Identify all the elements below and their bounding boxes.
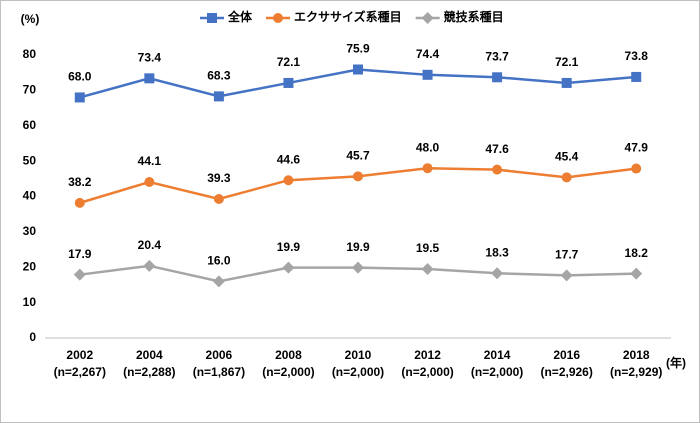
marker bbox=[353, 171, 363, 182]
data-label: 20.4 bbox=[138, 238, 162, 252]
x-sample-size: (n=2,288) bbox=[123, 365, 175, 379]
data-label: 45.7 bbox=[346, 149, 370, 163]
marker bbox=[421, 263, 434, 276]
x-tick-label: 2018 bbox=[623, 348, 650, 362]
marker bbox=[492, 72, 503, 83]
data-label: 44.6 bbox=[277, 152, 301, 166]
legend-label: 全体 bbox=[227, 9, 253, 24]
data-label: 75.9 bbox=[346, 42, 370, 56]
marker bbox=[144, 176, 155, 187]
data-label: 16.0 bbox=[207, 254, 231, 268]
marker bbox=[561, 77, 572, 88]
legend-label: 競技系種目 bbox=[444, 9, 504, 24]
marker bbox=[492, 164, 503, 175]
data-label: 19.9 bbox=[346, 240, 370, 254]
y-tick-label: 40 bbox=[23, 189, 37, 203]
marker bbox=[144, 73, 155, 84]
data-label: 72.1 bbox=[555, 55, 579, 69]
data-label: 38.2 bbox=[68, 175, 92, 189]
y-tick-label: 30 bbox=[23, 224, 37, 238]
x-axis-unit: (年) bbox=[666, 355, 686, 370]
x-tick-label: 2012 bbox=[414, 348, 441, 362]
legend-label: エクササイズ系種目 bbox=[294, 9, 402, 24]
marker bbox=[213, 91, 224, 102]
data-label: 19.9 bbox=[277, 240, 301, 254]
x-tick-label: 2008 bbox=[275, 348, 302, 362]
y-tick-label: 0 bbox=[29, 330, 36, 344]
data-label: 73.7 bbox=[485, 49, 509, 63]
data-label: 17.7 bbox=[555, 248, 579, 262]
data-label: 74.4 bbox=[416, 47, 440, 61]
data-label: 48.0 bbox=[416, 140, 440, 154]
marker bbox=[283, 77, 294, 88]
data-label: 73.4 bbox=[138, 51, 162, 65]
x-sample-size: (n=2,267) bbox=[54, 365, 106, 379]
marker bbox=[273, 13, 284, 23]
y-tick-label: 10 bbox=[23, 295, 37, 309]
marker bbox=[631, 163, 642, 174]
y-tick-label: 50 bbox=[23, 153, 37, 167]
marker bbox=[143, 259, 156, 272]
x-sample-size: (n=2,000) bbox=[471, 365, 523, 379]
x-sample-size: (n=2,000) bbox=[332, 365, 384, 379]
x-tick-label: 2016 bbox=[553, 348, 580, 362]
y-tick-label: 70 bbox=[23, 83, 37, 97]
data-label: 17.9 bbox=[68, 247, 92, 261]
marker bbox=[560, 269, 573, 282]
data-label: 47.9 bbox=[625, 141, 649, 155]
x-tick-label: 2010 bbox=[345, 348, 372, 362]
marker bbox=[421, 12, 434, 24]
x-sample-size: (n=1,867) bbox=[193, 365, 245, 379]
marker bbox=[491, 267, 504, 280]
x-tick-label: 2002 bbox=[66, 348, 93, 362]
x-tick-label: 2014 bbox=[484, 348, 511, 362]
x-sample-size: (n=2,000) bbox=[262, 365, 314, 379]
marker bbox=[213, 193, 224, 204]
data-label: 72.1 bbox=[277, 55, 301, 69]
x-sample-size: (n=2,926) bbox=[540, 365, 592, 379]
data-label: 44.1 bbox=[138, 154, 162, 168]
data-label: 19.5 bbox=[416, 241, 440, 255]
data-label: 68.3 bbox=[207, 69, 231, 83]
marker bbox=[561, 172, 572, 183]
y-axis-label: (%) bbox=[21, 12, 40, 26]
y-tick-label: 80 bbox=[23, 47, 37, 61]
marker bbox=[283, 175, 294, 186]
data-label: 73.8 bbox=[625, 49, 649, 63]
data-label: 18.3 bbox=[485, 245, 509, 259]
marker bbox=[74, 92, 85, 103]
data-label: 47.6 bbox=[485, 142, 509, 156]
x-sample-size: (n=2,000) bbox=[401, 365, 453, 379]
data-label: 68.0 bbox=[68, 70, 92, 84]
marker bbox=[422, 69, 433, 80]
data-label: 39.3 bbox=[207, 171, 231, 185]
data-label: 18.2 bbox=[625, 246, 649, 260]
marker bbox=[352, 261, 364, 274]
marker bbox=[74, 197, 85, 208]
y-tick-label: 60 bbox=[23, 118, 37, 132]
marker bbox=[282, 261, 295, 274]
marker bbox=[353, 64, 363, 75]
x-sample-size: (n=2,929) bbox=[610, 365, 662, 379]
marker bbox=[212, 275, 225, 288]
marker bbox=[630, 267, 643, 280]
x-tick-label: 2006 bbox=[206, 348, 233, 362]
y-tick-label: 20 bbox=[23, 259, 37, 273]
marker bbox=[73, 268, 86, 281]
data-label: 45.4 bbox=[555, 150, 579, 164]
x-tick-label: 2004 bbox=[136, 348, 163, 362]
marker bbox=[422, 163, 433, 174]
marker bbox=[631, 71, 642, 82]
marker bbox=[207, 13, 217, 23]
